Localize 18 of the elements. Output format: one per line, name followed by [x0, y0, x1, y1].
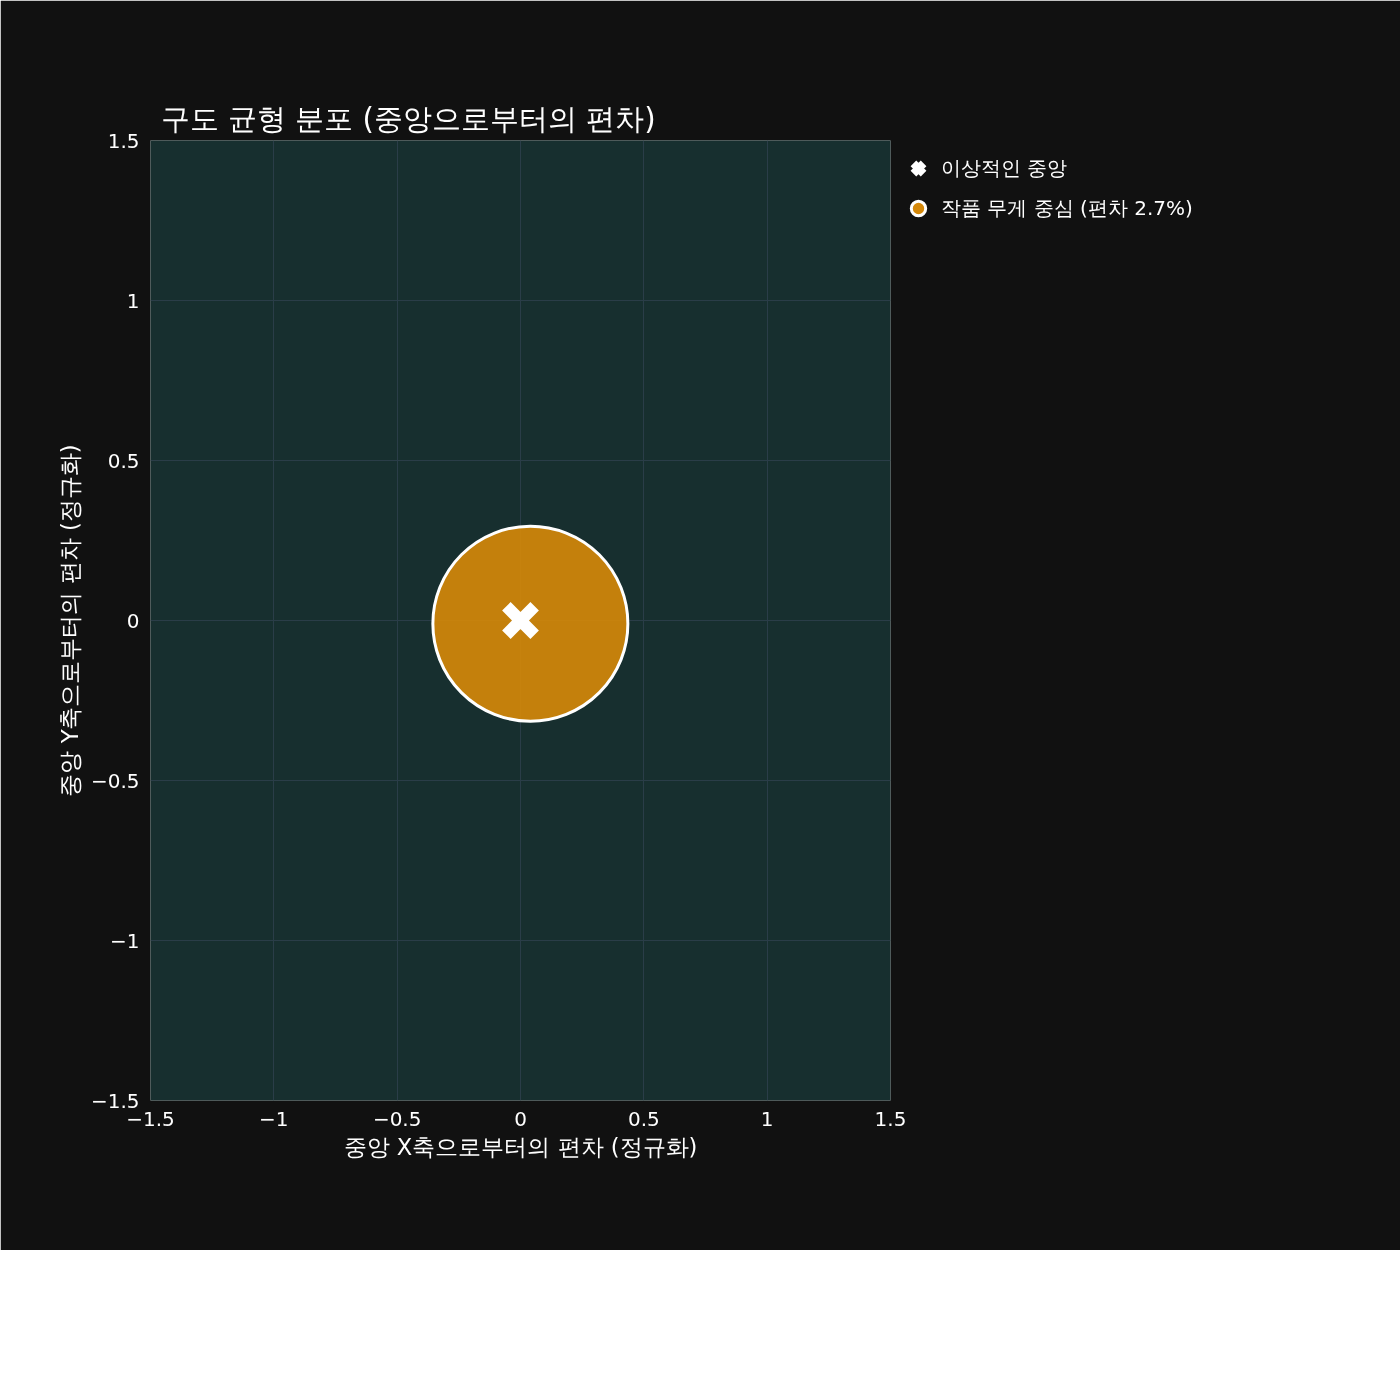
- chart-title: 구도 균형 분포 (중앙으로부터의 편차): [160, 101, 656, 136]
- y-tick-label: −1.5: [90, 1088, 140, 1113]
- x-tick-label: −0.5: [372, 1106, 422, 1131]
- legend-label: 이상적인 중앙: [941, 154, 1068, 182]
- x-tick-label: 0: [514, 1106, 527, 1131]
- x-tick-label: 1.5: [874, 1106, 907, 1131]
- y-tick-label: 0: [126, 608, 140, 633]
- x-axis-title: 중앙 X축으로부터의 편차 (정규화): [343, 1133, 698, 1160]
- y-tick-label: 1: [126, 288, 140, 313]
- x-tick-label: −1: [259, 1106, 289, 1131]
- legend-label: 작품 무게 중심 (편차 2.7%): [941, 194, 1193, 222]
- y-tick-label: 0.5: [107, 448, 140, 473]
- x-tick-label: 0.5: [627, 1106, 660, 1131]
- y-tick-label: −1: [110, 928, 140, 953]
- y-tick-label: 1.5: [107, 128, 140, 153]
- y-tick-label: −0.5: [90, 768, 140, 793]
- x-tick-label: 1: [760, 1106, 774, 1131]
- y-axis-title: 중앙 Y축으로부터의 편차 (정규화): [56, 444, 83, 797]
